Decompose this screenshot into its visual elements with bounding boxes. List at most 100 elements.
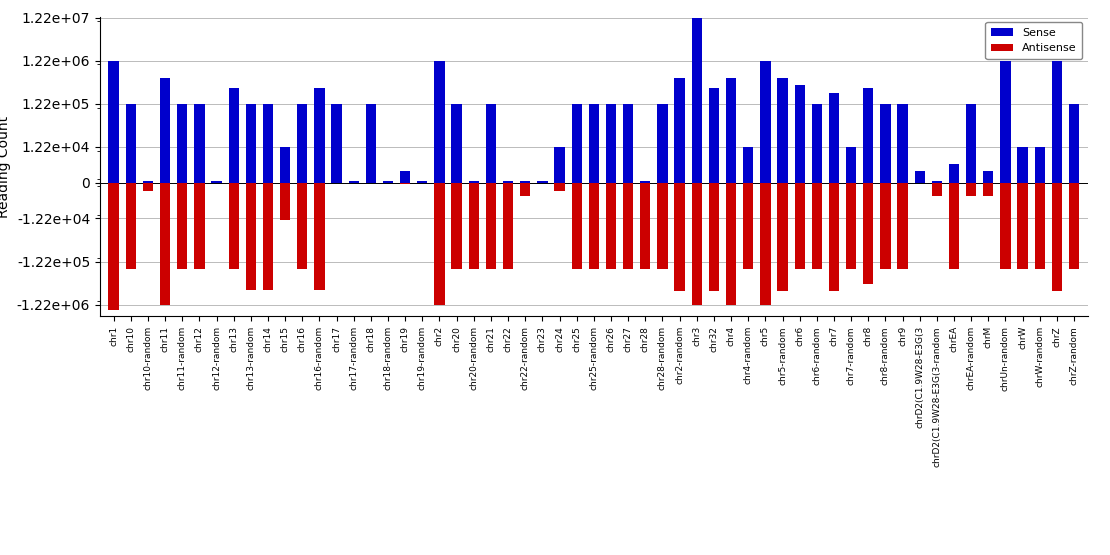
Bar [211,181,222,183]
Bar [263,183,273,290]
Bar [178,183,188,269]
Bar [692,183,702,305]
Bar [486,183,496,269]
Bar [1052,60,1062,183]
Bar [864,88,874,183]
Bar [314,183,324,290]
Bar [931,183,942,196]
Bar [1035,183,1045,269]
Bar [194,104,204,183]
Bar [245,183,256,290]
Bar [229,183,239,269]
Bar [1052,183,1062,291]
Bar [468,181,478,183]
Bar [1018,183,1028,269]
Bar [743,183,754,269]
Bar [229,88,239,183]
Bar [503,181,513,183]
Bar [1000,183,1010,269]
Bar [572,104,582,183]
Bar [245,104,256,183]
Y-axis label: Reading Count: Reading Count [0,115,11,218]
Bar [143,181,153,183]
Bar [572,183,582,269]
Bar [280,183,291,220]
Bar [1018,147,1028,183]
Bar [434,60,445,183]
Bar [349,181,359,183]
Bar [383,181,393,183]
Bar [811,104,823,183]
Bar [125,104,135,183]
Bar [178,104,188,183]
Bar [554,183,565,191]
Bar [983,183,993,196]
Bar [1069,104,1079,183]
Legend: Sense, Antisense: Sense, Antisense [986,22,1082,59]
Bar [143,183,153,191]
Bar [314,88,324,183]
Bar [521,181,531,183]
Bar [160,78,170,183]
Bar [554,147,565,183]
Bar [263,104,273,183]
Bar [109,60,119,183]
Bar [880,183,890,269]
Bar [606,104,616,183]
Bar [880,104,890,183]
Bar [160,183,170,305]
Bar [675,183,685,291]
Bar [640,181,650,183]
Bar [846,147,856,183]
Bar [452,183,462,269]
Bar [709,183,719,291]
Bar [760,183,770,305]
Bar [365,104,376,183]
Bar [1069,183,1079,269]
Bar [829,183,839,291]
Bar [795,183,805,269]
Bar [503,183,513,269]
Bar [468,183,478,269]
Bar [521,183,531,196]
Bar [417,181,427,183]
Bar [657,104,667,183]
Bar [846,183,856,269]
Bar [897,104,908,183]
Bar [949,183,959,269]
Bar [829,93,839,183]
Bar [709,88,719,183]
Bar [983,171,993,183]
Bar [966,104,977,183]
Bar [931,181,942,183]
Bar [109,183,119,310]
Bar [675,78,685,183]
Bar [537,181,547,183]
Bar [915,171,925,183]
Bar [795,84,805,183]
Bar [486,104,496,183]
Bar [640,183,650,269]
Bar [726,78,736,183]
Bar [280,147,291,183]
Bar [692,18,702,183]
Bar [400,183,411,184]
Bar [194,183,204,269]
Bar [452,104,462,183]
Bar [297,183,307,269]
Bar [777,183,788,291]
Bar [606,183,616,269]
Bar [1000,60,1010,183]
Bar [966,183,977,196]
Bar [864,183,874,284]
Bar [949,164,959,183]
Bar [811,183,823,269]
Bar [434,183,445,305]
Bar [1035,147,1045,183]
Bar [743,147,754,183]
Bar [588,104,599,183]
Bar [623,104,634,183]
Bar [777,78,788,183]
Bar [726,183,736,305]
Bar [297,104,307,183]
